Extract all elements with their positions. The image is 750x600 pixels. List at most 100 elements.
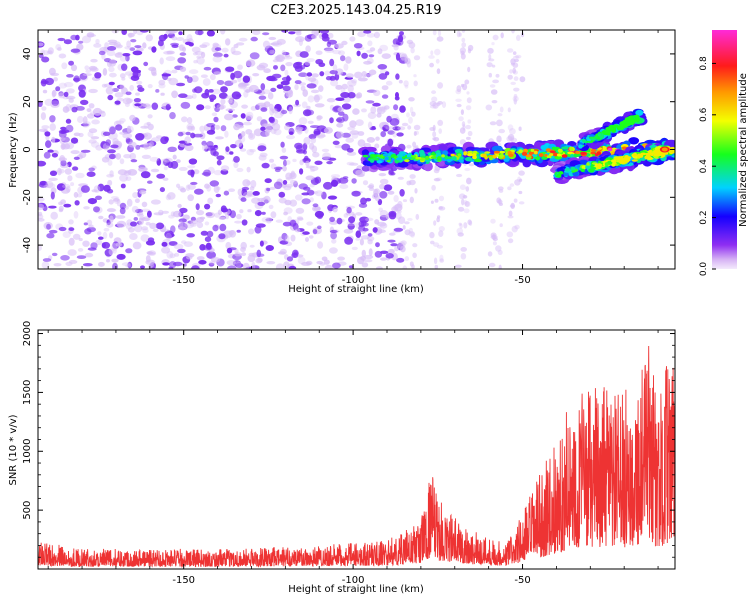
- noise-blob: [123, 154, 132, 159]
- noise-blob: [316, 134, 326, 138]
- noise-blob: [332, 206, 338, 213]
- noise-blob: [137, 87, 145, 92]
- noise-blob: [241, 188, 248, 196]
- noise-blob: [355, 119, 364, 126]
- sparse-blob: [514, 224, 520, 230]
- noise-blob: [257, 102, 267, 107]
- noise-blob: [141, 154, 151, 159]
- noise-blob: [177, 203, 182, 208]
- noise-blob: [63, 203, 72, 208]
- noise-blob: [387, 239, 396, 243]
- noise-blob: [195, 203, 200, 211]
- sparse-blob: [404, 256, 410, 262]
- noise-blob: [241, 131, 246, 137]
- colorbar-tick-label: 0.4: [699, 159, 709, 174]
- noise-blob: [202, 244, 213, 251]
- noise-blob: [397, 176, 404, 180]
- noise-blob: [44, 77, 55, 86]
- signal-blob: [545, 148, 552, 152]
- noise-blob: [116, 220, 127, 228]
- noise-blob: [261, 162, 270, 169]
- signal-blob: [621, 157, 628, 162]
- noise-blob: [252, 73, 260, 77]
- sparse-blob: [403, 80, 409, 87]
- noise-blob: [346, 151, 357, 156]
- sparse-blob: [438, 206, 446, 211]
- noise-blob: [235, 263, 244, 268]
- signal-blob: [549, 150, 556, 154]
- sparse-blob: [487, 47, 494, 54]
- noise-blob: [397, 241, 406, 249]
- noise-blob: [365, 217, 374, 222]
- noise-blob: [223, 53, 229, 58]
- y-tick-label: 0: [22, 146, 33, 152]
- noise-blob: [257, 257, 263, 263]
- noise-blob: [334, 43, 344, 49]
- noise-blob: [151, 46, 157, 53]
- noise-blob: [50, 104, 60, 108]
- signal-blob: [591, 166, 597, 170]
- noise-blob: [395, 52, 401, 61]
- noise-blob: [220, 125, 227, 132]
- noise-blob: [194, 51, 204, 56]
- noise-blob: [280, 80, 290, 86]
- noise-blob: [106, 259, 110, 263]
- noise-blob: [309, 165, 319, 172]
- noise-blob: [132, 50, 143, 56]
- noise-blob: [140, 125, 149, 129]
- signal-blob: [653, 149, 659, 153]
- noise-blob: [78, 237, 83, 242]
- noise-blob: [379, 191, 388, 199]
- noise-blob: [385, 253, 394, 259]
- noise-blob: [51, 252, 58, 257]
- noise-blob: [73, 156, 80, 160]
- noise-blob: [397, 126, 406, 131]
- noise-blob: [91, 189, 98, 193]
- noise-blob: [381, 53, 391, 59]
- sparse-blob: [464, 201, 471, 208]
- noise-blob: [355, 237, 361, 241]
- sparse-blob: [404, 53, 408, 59]
- noise-blob: [289, 131, 294, 135]
- sparse-blob: [518, 201, 525, 205]
- noise-blob: [248, 84, 259, 93]
- sparse-blob: [412, 141, 417, 148]
- sparse-blob: [434, 264, 439, 269]
- noise-blob: [41, 261, 50, 269]
- noise-blob: [376, 266, 383, 269]
- noise-blob: [78, 40, 84, 44]
- noise-blob: [306, 58, 315, 62]
- sparse-blob: [466, 177, 472, 185]
- noise-blob: [361, 165, 370, 172]
- sparse-blob: [513, 87, 520, 92]
- noise-blob: [49, 115, 56, 123]
- noise-blob: [186, 76, 193, 84]
- noise-blob: [397, 34, 404, 43]
- sparse-blob: [510, 62, 515, 66]
- signal-blob: [382, 154, 389, 157]
- noise-blob: [68, 259, 78, 264]
- noise-blob: [230, 79, 238, 84]
- noise-blob: [129, 84, 134, 91]
- noise-blob: [302, 231, 310, 235]
- noise-blob: [155, 222, 165, 230]
- noise-blob: [263, 101, 271, 108]
- noise-blob: [324, 70, 331, 76]
- noise-blob: [63, 91, 69, 97]
- noise-blob: [378, 173, 387, 177]
- noise-blob: [295, 194, 303, 201]
- signal-blob: [384, 156, 389, 161]
- noise-blob: [238, 37, 248, 42]
- sparse-blob: [499, 106, 504, 113]
- signal-blob: [474, 158, 482, 163]
- noise-blob: [213, 185, 220, 193]
- sparse-blob: [439, 258, 445, 263]
- signal-blob: [394, 159, 400, 164]
- noise-blob: [249, 244, 255, 248]
- noise-blob: [286, 134, 295, 140]
- noise-blob: [213, 116, 219, 123]
- noise-blob: [314, 190, 324, 197]
- noise-blob: [167, 146, 177, 152]
- noise-blob: [228, 188, 236, 192]
- noise-blob: [390, 243, 398, 247]
